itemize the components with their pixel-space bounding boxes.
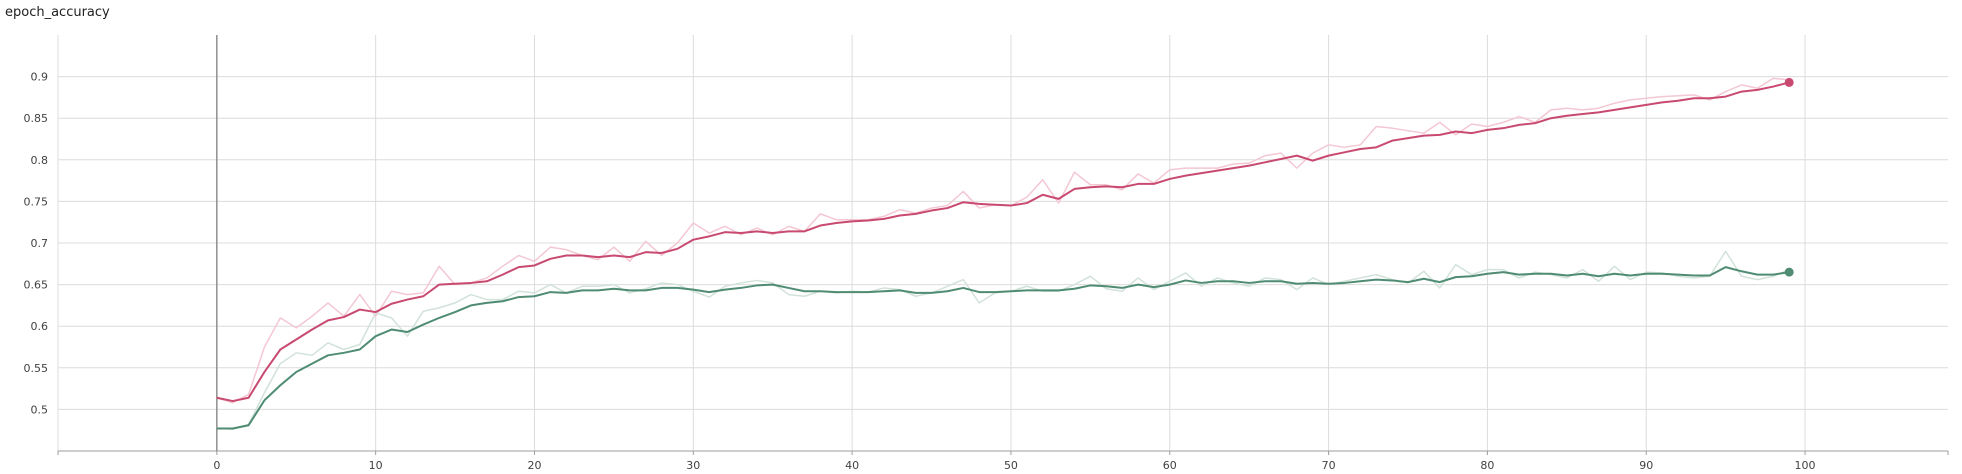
y-tick-label: 0.8 [31,154,49,167]
chart-title: epoch_accuracy [5,5,110,20]
grid-layer [58,35,1948,451]
y-tick-label: 0.5 [31,403,49,416]
y-tick-label: 0.75 [24,195,49,208]
x-tick-label: 60 [1163,459,1177,472]
y-tick-label: 0.7 [31,237,49,250]
series-2-smoothed-line [216,266,1790,430]
x-tick-label: 40 [845,459,859,472]
x-tick-label: 70 [1322,459,1336,472]
series-2-last-point-marker[interactable] [1784,267,1794,277]
y-tick-label: 0.55 [24,362,49,375]
y-tick-label: 0.85 [24,112,49,125]
x-tick-label: 50 [1004,459,1018,472]
x-tick-label: 20 [527,459,541,472]
y-tick-label: 0.6 [31,320,49,333]
x-tick-label: 0 [213,459,220,472]
series-2-raw-line [216,250,1790,431]
x-tick-label: 90 [1639,459,1653,472]
x-tick-label: 80 [1480,459,1494,472]
y-tick-label: 0.65 [24,279,49,292]
x-tick-label: 30 [686,459,700,472]
y-tick-label: 0.9 [31,71,49,84]
axis-layer: 0.5 0.55 0.6 0.65 0.7 0.75 0.8 0.85 0.9 0 10 20 30 40… [24,35,1949,472]
series-layer [216,77,1794,431]
series-1-last-point-marker[interactable] [1784,77,1794,87]
series-1-smoothed-line [216,81,1790,403]
series-1-raw-line [216,77,1790,404]
x-tick-label: 10 [369,459,383,472]
x-tick-label: 100 [1795,459,1816,472]
